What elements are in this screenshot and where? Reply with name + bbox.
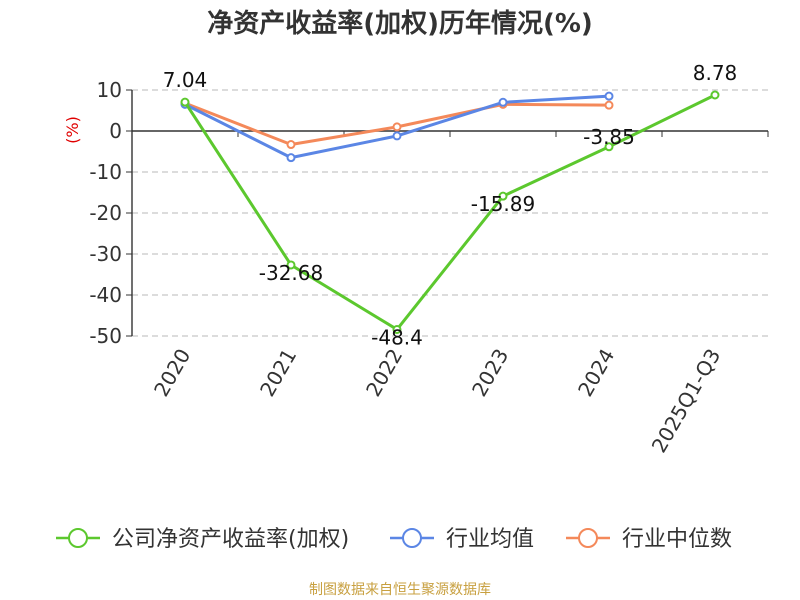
- legend-label: 公司净资产收益率(加权): [112, 527, 349, 552]
- data-label: -48.4: [371, 325, 423, 349]
- y-tick-label: -20: [89, 201, 122, 225]
- series-point-1: [392, 131, 402, 141]
- series-point-1: [286, 153, 296, 163]
- x-tick-label: 2025Q1-Q3: [647, 345, 726, 457]
- y-axis-ticks: 10 0 -10 -20 -30 -40 -50: [89, 78, 132, 348]
- chart-title: 净资产收益率(加权)历年情况(%): [207, 8, 593, 39]
- x-axis-ticks: 2020 2021 2022 2023 2024 2025Q1-Q3: [131, 131, 769, 457]
- x-tick-label: 2022: [361, 345, 407, 401]
- legend-item-0[interactable]: 公司净资产收益率(加权): [56, 527, 349, 552]
- y-tick-label: -10: [89, 160, 122, 184]
- legend-item-1[interactable]: 行业均值: [390, 527, 534, 552]
- data-label: -3.85: [583, 125, 635, 149]
- data-label: -15.89: [471, 192, 535, 216]
- legend-item-2[interactable]: 行业中位数: [566, 527, 732, 552]
- legend-label: 行业均值: [446, 527, 534, 552]
- series-point-2: [604, 100, 614, 110]
- series-point-2: [392, 122, 402, 132]
- legend-marker: [402, 528, 422, 548]
- source-note: 制图数据来自恒生聚源数据库: [309, 582, 491, 598]
- x-tick-label: 2021: [255, 345, 301, 401]
- series-line-0: [183, 93, 716, 331]
- series-point-2: [286, 140, 296, 150]
- x-tick-label: 2020: [149, 345, 195, 401]
- series-point-1: [604, 91, 614, 101]
- y-tick-label: -50: [89, 324, 122, 348]
- x-tick-label: 2023: [467, 345, 513, 401]
- y-tick-label: -40: [89, 283, 122, 307]
- series-point-0: [604, 142, 614, 152]
- series-lines: [180, 90, 720, 334]
- data-label: 7.04: [163, 68, 208, 92]
- legend-marker: [68, 528, 88, 548]
- y-axis-unit: (%): [63, 116, 82, 144]
- y-tick-label: -30: [89, 242, 122, 266]
- data-label: -32.68: [259, 261, 323, 285]
- gridlines: [132, 89, 768, 337]
- series-point-0: [180, 97, 190, 107]
- y-tick-label: 10: [97, 78, 122, 102]
- series-point-0: [392, 324, 402, 334]
- series-point-0: [710, 90, 720, 100]
- x-tick-label: 2024: [573, 345, 619, 401]
- legend[interactable]: 公司净资产收益率(加权) 行业均值 行业中位数: [56, 527, 732, 552]
- legend-label: 行业中位数: [622, 527, 732, 552]
- series-point-0: [286, 260, 296, 270]
- legend-marker: [578, 528, 598, 548]
- series-point-0: [498, 191, 508, 201]
- y-tick-label: 0: [109, 119, 122, 143]
- data-label: 8.78: [693, 61, 738, 85]
- data-labels: 7.04 -32.68 -48.4 -15.89 -3.85 8.78: [163, 61, 738, 349]
- series-point-1: [498, 97, 508, 107]
